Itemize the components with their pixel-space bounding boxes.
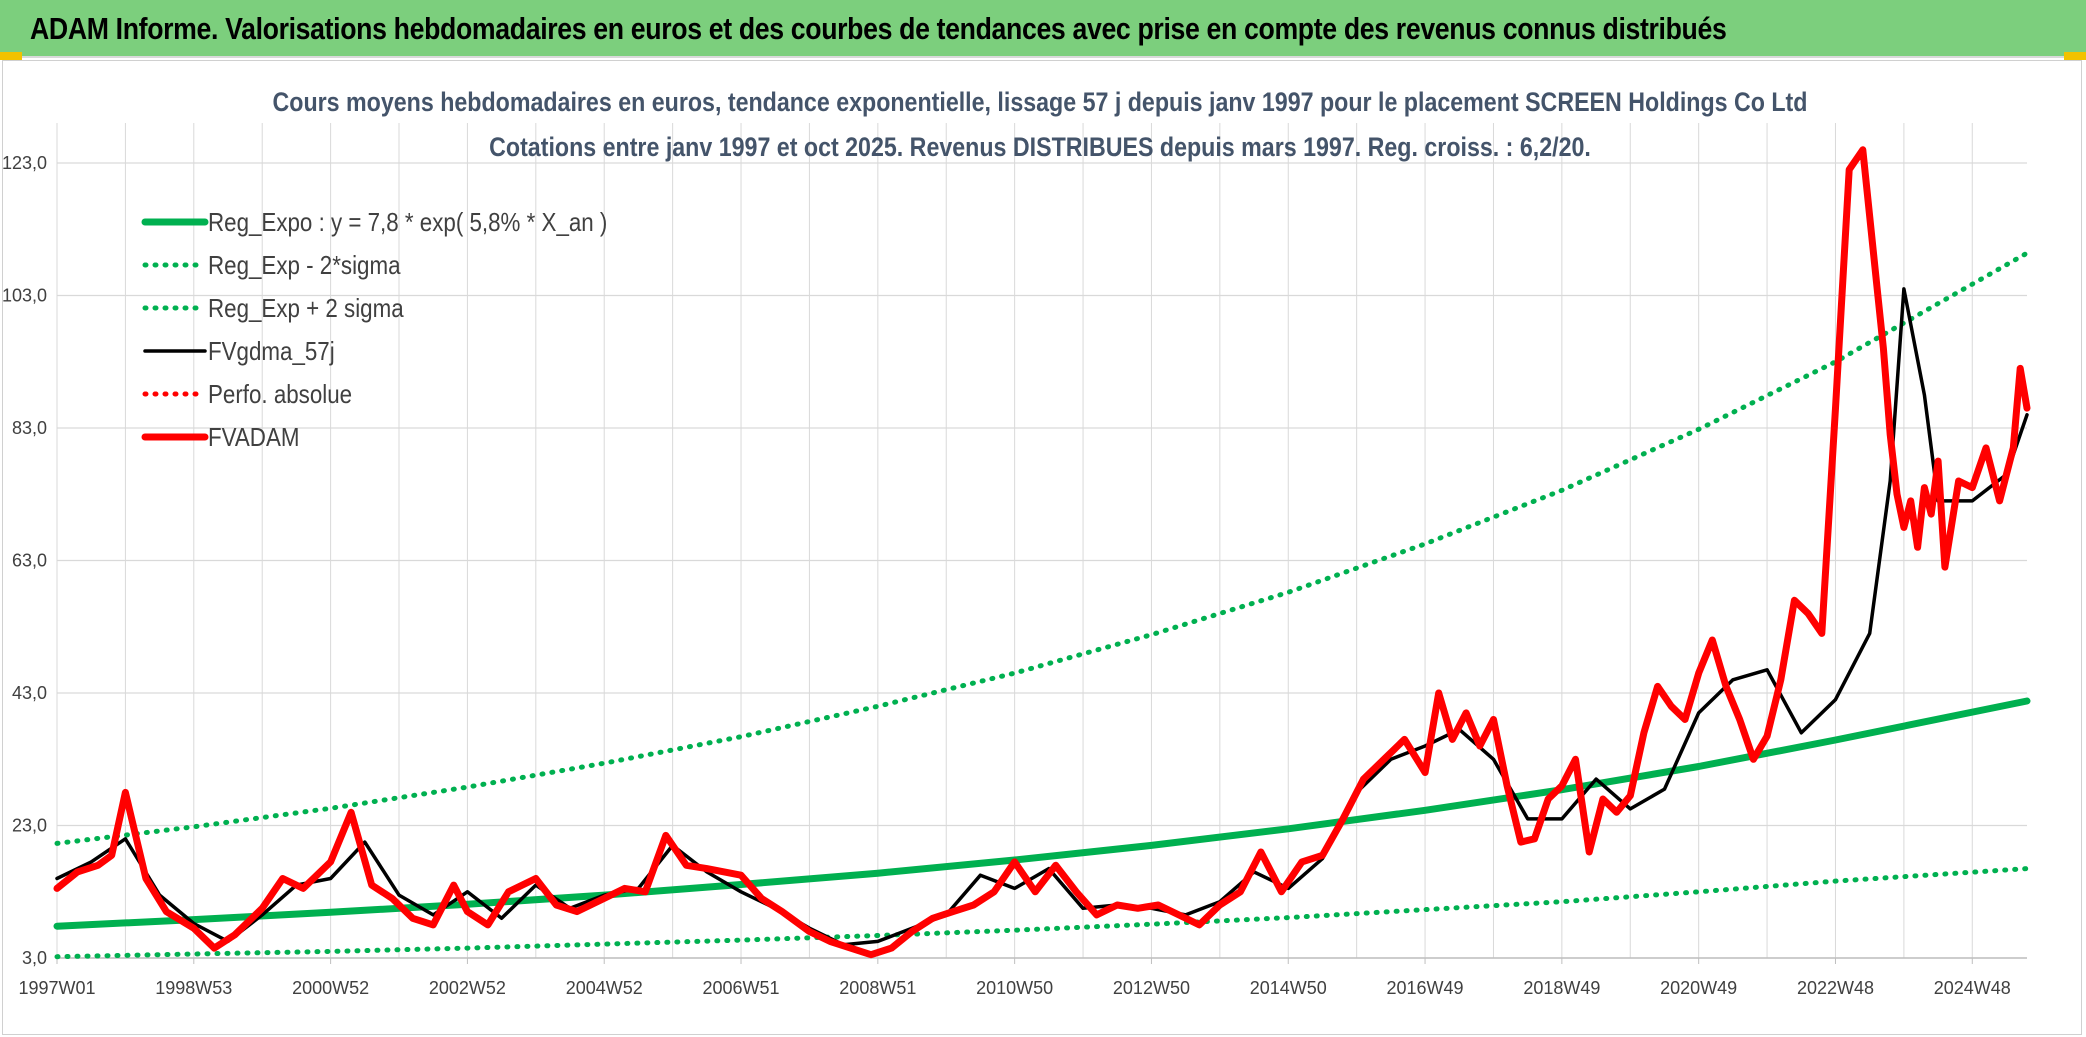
report-banner: ADAM Informe. Valorisations hebdomadaire… [0, 0, 2086, 58]
chart-title-line2: Cotations entre janv 1997 et oct 2025. R… [489, 132, 1591, 162]
x-tick-label: 2004W52 [566, 978, 643, 998]
y-tick-label: 23,0 [12, 816, 47, 836]
x-tick-label: 2018W49 [1523, 978, 1600, 998]
x-tick-label: 2006W51 [702, 978, 779, 998]
axes: 3,0 23,0 43,0 63,0 83,0 103,0 123,0 1997W01 1998… [2, 153, 2027, 998]
y-tick-label: 3,0 [22, 948, 47, 968]
x-tick-label: 1998W53 [155, 978, 232, 998]
series-line-fvadam [53, 146, 2031, 959]
y-tick-label: 43,0 [12, 683, 47, 703]
x-tick-label: 2012W50 [1113, 978, 1190, 998]
series-line-reg-exp-2-sigma [54, 866, 2030, 960]
y-tick-label: 63,0 [12, 551, 47, 571]
x-tick-label: 2014W50 [1250, 978, 1327, 998]
x-tick-label: 2008W51 [839, 978, 916, 998]
chart-title-line1: Cours moyens hebdomadaires en euros, ten… [273, 87, 1808, 117]
legend-label-fvgdma-57j: FVgdma_57j [208, 337, 335, 366]
series-line-reg-exp-2-sigma [54, 250, 2030, 846]
left-corner-mark [0, 52, 22, 60]
legend-label-reg-exp-2-sigma: Reg_Exp + 2 sigma [208, 294, 404, 323]
x-tick-label: 1997W01 [18, 978, 95, 998]
legend-label-fvadam: FVADAM [208, 423, 299, 452]
x-tick-label: 2020W49 [1660, 978, 1737, 998]
x-tick-label: 2000W52 [292, 978, 369, 998]
report-banner-title: ADAM Informe. Valorisations hebdomadaire… [30, 11, 1727, 46]
x-tick-label: 2002W52 [429, 978, 506, 998]
gridlines [56, 123, 2027, 959]
legend-label-reg-exp-2-sigma: Reg_Exp - 2*sigma [208, 251, 401, 280]
x-tick-label: 2010W50 [976, 978, 1053, 998]
x-tick-label: 2016W49 [1387, 978, 1464, 998]
y-tick-label: 123,0 [2, 153, 47, 173]
x-tick-label: 2024W48 [1934, 978, 2011, 998]
legend-label-perfo-absolue: Perfo. absolue [208, 380, 352, 409]
series-lines [53, 146, 2031, 960]
y-tick-label: 83,0 [12, 418, 47, 438]
x-tick-label: 2022W48 [1797, 978, 1874, 998]
series-line-fvgdma-57j [55, 287, 2029, 947]
right-corner-mark [2064, 52, 2086, 60]
y-tick-label: 103,0 [2, 286, 47, 306]
legend: Reg_Expo : y = 7,8 * exp( 5,8% * X_an ) R… [141, 208, 607, 452]
legend-label-reg-expo-y-7-8-exp-5-8-x-an: Reg_Expo : y = 7,8 * exp( 5,8% * X_an ) [208, 208, 607, 237]
